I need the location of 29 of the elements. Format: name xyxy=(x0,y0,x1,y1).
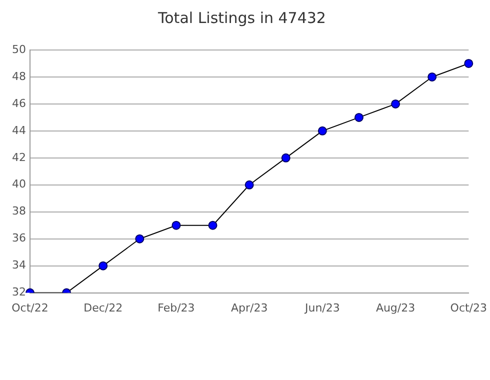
point xyxy=(98,261,108,270)
x-tick-label: Feb/23 xyxy=(158,301,195,314)
point xyxy=(172,220,181,230)
x-tick-label: Dec/22 xyxy=(84,301,123,314)
point xyxy=(281,153,290,162)
point xyxy=(464,58,474,68)
point xyxy=(428,72,437,82)
y-tick-label: 50 xyxy=(12,42,26,56)
x-tick-label: Aug/23 xyxy=(376,301,416,314)
y-tick-label: 46 xyxy=(12,96,26,110)
point xyxy=(208,220,218,230)
point xyxy=(318,126,327,136)
x-tick-label: Jun/23 xyxy=(304,301,340,314)
y-tick-label: 42 xyxy=(12,150,26,164)
y-tick-label: 48 xyxy=(12,70,26,83)
x-tick-label: Oct/22 xyxy=(12,301,48,314)
chart-title: Total Listings in 47432 xyxy=(157,8,326,27)
y-tick-label: 44 xyxy=(12,124,26,137)
y-tick-label: 32 xyxy=(12,286,26,299)
point xyxy=(135,234,144,244)
y-tick-label: 36 xyxy=(12,232,26,245)
point xyxy=(391,99,400,108)
point xyxy=(354,112,364,122)
x-tick-label: Oct/23 xyxy=(450,301,488,314)
point xyxy=(244,180,254,190)
y-tick-label: 40 xyxy=(12,178,26,191)
y-tick-label: 38 xyxy=(12,204,26,218)
x-tick-label: Apr/23 xyxy=(230,301,268,314)
y-tick-label: 34 xyxy=(12,258,26,272)
